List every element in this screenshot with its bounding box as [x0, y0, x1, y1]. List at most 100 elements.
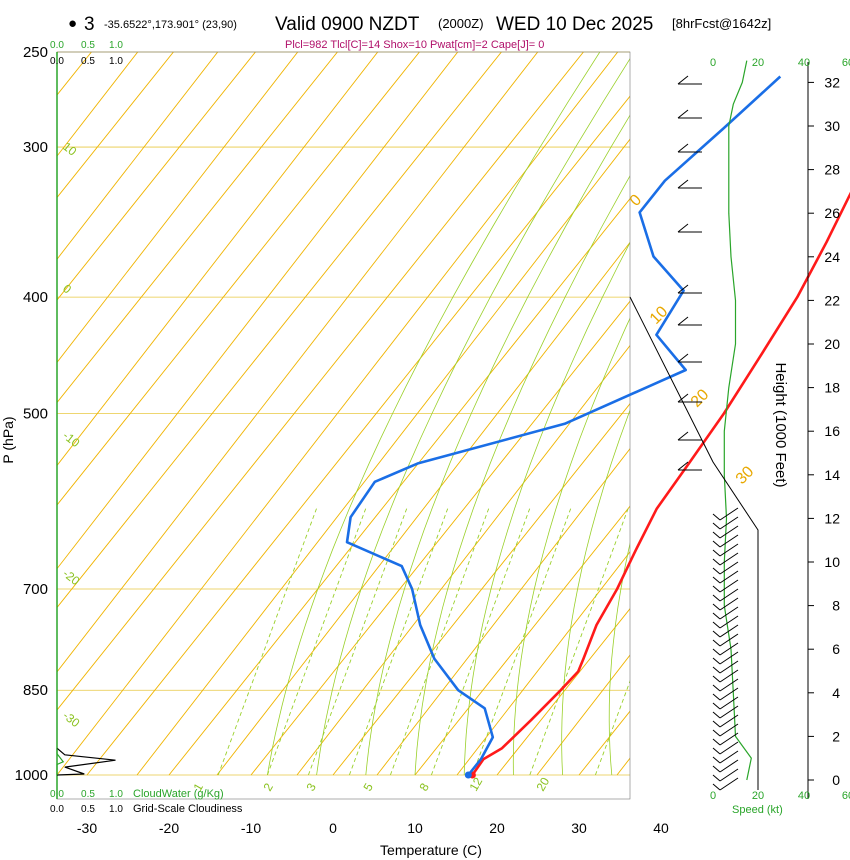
wind-barb-shaft [719, 588, 739, 602]
cloud-water-line [56, 748, 65, 775]
cloudiness-label: Grid-Scale Cloudiness [133, 803, 243, 815]
moist-adiabat-line [267, 52, 601, 776]
wind-barb-flag [712, 765, 721, 773]
height-tick-label: 4 [832, 685, 840, 701]
wind-barb-shaft [719, 561, 739, 575]
wind-barb-flag [712, 549, 721, 557]
wind-barb [712, 507, 739, 521]
wind-barb-flag [677, 353, 689, 363]
wind-barb [712, 696, 739, 710]
mixing-ratio-line [389, 508, 490, 776]
height-tick-label: 20 [824, 336, 840, 352]
wind-barb [677, 75, 702, 85]
wind-barb-flag [712, 738, 721, 746]
wind-barb-flag [712, 729, 721, 737]
wind-barb-shaft [719, 570, 739, 584]
wind-barb [677, 461, 702, 471]
surface-dewpoint-dot [464, 771, 472, 779]
wind-barb-shaft [719, 723, 739, 737]
dry-adiabat-label: 30 [733, 463, 758, 488]
wind-barb [712, 552, 739, 566]
wind-barb-shaft [719, 768, 739, 782]
pressure-tick-label: 700 [23, 581, 48, 598]
profiles [345, 75, 850, 779]
mixing-ratio-label: 12 [466, 775, 485, 794]
x-tick-label: -20 [159, 820, 179, 836]
wind-barb-shaft [719, 615, 739, 629]
cloudiness-top-tick: 0.5 [81, 56, 95, 67]
dry-adiabat-line [376, 448, 630, 776]
dry-adiabat-line [136, 138, 630, 776]
wind-barb-flag [712, 693, 721, 701]
height-mapping-line [629, 296, 759, 790]
isotherm-line [57, 52, 420, 506]
height-tick-label: 30 [824, 118, 840, 134]
wind-barb-flag [712, 558, 721, 566]
temperature-profile-line [471, 191, 850, 776]
dry-adiabat-line [0, 0, 97, 775]
cloud-panel: 0.0 0.0 0.0 0.0 0.5 0.5 0.5 0.5 1.0 1.0 1.0 1.0 [50, 40, 123, 815]
cloud-water-bottom-tick: 0.0 [50, 789, 64, 800]
wind-barb [712, 741, 739, 755]
isotherm-label: -20 [60, 566, 83, 588]
wind-barb [712, 606, 739, 620]
wind-barb-shaft [719, 705, 739, 719]
wind-barb [677, 143, 702, 153]
isotherm-line [57, 52, 92, 96]
dry-adiabat-line [57, 52, 59, 54]
cloud-water-bottom-tick: 1.0 [109, 789, 123, 800]
wind-barb [712, 597, 739, 611]
wind-barb [677, 316, 702, 326]
x-tick-label: 0 [329, 820, 337, 836]
wind-barb-shaft [719, 759, 739, 773]
wind-barb-shaft [719, 687, 739, 701]
wind-barb-flag [677, 143, 689, 153]
mixing-ratio-line [307, 508, 408, 776]
pressure-tick-label: 400 [23, 289, 48, 306]
isotherm-label: -10 [60, 428, 83, 450]
wind-barb-flag [712, 684, 721, 692]
isotherm-line [0, 9, 44, 776]
wind-barb [712, 642, 739, 656]
mixing-ratio-label: 5 [360, 780, 376, 793]
height-tick-label: 2 [832, 728, 840, 744]
wind-speed-top-tick: 20 [752, 57, 764, 69]
wind-barb-shaft [719, 507, 739, 521]
wind-barb-flag [712, 585, 721, 593]
cloud-water-top-tick: 0.0 [50, 40, 64, 51]
wind-barb [712, 516, 739, 530]
pressure-tick-label: 250 [23, 44, 48, 61]
wind-barb-flag [712, 621, 721, 629]
wind-barb-flag [677, 223, 689, 233]
isotherm-line [57, 52, 338, 404]
wind-barb [712, 588, 739, 602]
utc-label: (2000Z) [438, 16, 484, 31]
moist-adiabat-line [414, 175, 630, 776]
wind-barb-shaft [719, 669, 739, 683]
wind-barb [712, 660, 739, 674]
isotherm-label: 0 [60, 281, 74, 296]
indices-label: Plcl=982 Tlcl[C]=14 Shox=10 Pwat[cm]=2 C… [285, 39, 544, 51]
wind-barb-flag [712, 702, 721, 710]
wind-barb [712, 705, 739, 719]
wind-barb [712, 723, 739, 737]
wind-speed-top-tick: 0 [710, 57, 716, 69]
wind-barb-flag [712, 603, 721, 611]
wind-barb-flag [712, 648, 721, 656]
wind-barb-flag [677, 284, 689, 294]
dry-adiabat-line [57, 52, 459, 570]
wind-barb [712, 624, 739, 638]
wind-barb-flag [712, 756, 721, 764]
height-tick-label: 24 [824, 249, 840, 265]
dry-adiabat-line [456, 551, 630, 776]
moist-adiabat-line [608, 542, 630, 776]
mixing-ratio-line [471, 508, 572, 776]
plot-frame [56, 51, 631, 800]
dry-adiabat-label: 20 [688, 386, 713, 411]
wind-barb-shaft [719, 696, 739, 710]
pressure-tick-label: 300 [23, 139, 48, 156]
station-marker: ● [68, 15, 77, 32]
isotherm-label: -30 [60, 708, 83, 730]
wind-panel: 00202040406060 [629, 57, 850, 802]
